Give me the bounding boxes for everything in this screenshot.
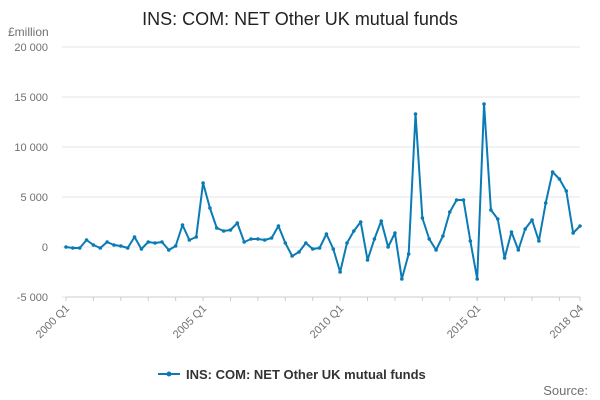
data-point[interactable] (310, 247, 315, 251)
data-point[interactable] (564, 189, 569, 193)
data-point[interactable] (317, 246, 322, 250)
y-axis-ticks: -5 000 0 5 000 10 000 15 000 20 000 (14, 42, 48, 304)
x-tick-label: 2018 Q4 (548, 303, 586, 341)
data-point[interactable] (324, 232, 329, 236)
data-point[interactable] (461, 198, 466, 202)
data-point[interactable] (372, 237, 377, 241)
data-point[interactable] (249, 237, 253, 241)
series-line (65, 103, 581, 280)
data-point[interactable] (153, 241, 157, 245)
data-point[interactable] (489, 208, 493, 212)
data-point[interactable] (187, 238, 192, 242)
data-point[interactable] (427, 237, 432, 241)
data-point[interactable] (71, 246, 75, 250)
data-point[interactable] (557, 177, 562, 181)
x-tick-label: 2015 Q1 (445, 303, 483, 341)
data-point[interactable] (98, 246, 103, 250)
data-point[interactable] (509, 230, 514, 234)
data-point[interactable] (125, 246, 130, 250)
data-point[interactable] (146, 240, 151, 244)
data-point[interactable] (132, 235, 137, 239)
data-point[interactable] (530, 218, 534, 222)
data-point[interactable] (420, 216, 425, 220)
data-point[interactable] (242, 240, 246, 244)
data-point[interactable] (468, 239, 473, 243)
data-point[interactable] (475, 277, 480, 281)
data-point[interactable] (331, 247, 336, 251)
data-point[interactable] (365, 258, 370, 262)
legend-marker (166, 371, 172, 377)
data-point[interactable] (537, 239, 541, 243)
y-tick-label: -5 000 (17, 292, 48, 304)
data-point[interactable] (228, 228, 233, 232)
y-tick-label: 15 000 (14, 92, 48, 104)
data-point[interactable] (523, 227, 527, 231)
gridlines (62, 46, 580, 298)
data-point[interactable] (543, 201, 548, 205)
data-point[interactable] (379, 219, 384, 223)
data-point[interactable] (495, 217, 500, 221)
data-point[interactable] (77, 246, 82, 250)
x-axis: 2000 Q1 2005 Q1 2010 Q1 2015 Q1 2018 Q4 (34, 296, 586, 341)
data-point[interactable] (358, 220, 363, 224)
data-point[interactable] (571, 231, 575, 235)
data-point[interactable] (434, 248, 438, 252)
data-point[interactable] (214, 226, 219, 230)
data-point[interactable] (386, 245, 390, 249)
chart-title: INS: COM: NET Other UK mutual funds (142, 9, 458, 29)
data-point[interactable] (413, 112, 418, 116)
data-point[interactable] (201, 181, 205, 185)
data-point[interactable] (180, 223, 185, 227)
data-point[interactable] (105, 240, 109, 244)
data-point[interactable] (221, 229, 226, 233)
legend[interactable]: INS: COM: NET Other UK mutual funds (158, 367, 426, 382)
legend-label: INS: COM: NET Other UK mutual funds (186, 367, 426, 382)
data-point[interactable] (276, 224, 281, 228)
x-tick-label: 2005 Q1 (171, 303, 209, 341)
y-tick-label: 20 000 (14, 42, 48, 54)
data-point[interactable] (447, 210, 452, 214)
data-point[interactable] (167, 248, 171, 252)
data-point[interactable] (393, 231, 397, 235)
y-tick-label: 10 000 (14, 142, 48, 154)
data-point[interactable] (84, 238, 89, 242)
series-group (64, 102, 582, 281)
x-tick-label: 2010 Q1 (308, 303, 346, 341)
data-point[interactable] (516, 248, 521, 252)
data-point[interactable] (269, 236, 274, 240)
data-point[interactable] (283, 241, 288, 245)
data-point[interactable] (352, 229, 356, 233)
data-point[interactable] (290, 254, 294, 258)
y-tick-label: 5 000 (20, 192, 48, 204)
data-point[interactable] (482, 102, 486, 106)
data-point[interactable] (64, 245, 68, 249)
data-point[interactable] (345, 241, 349, 245)
data-point[interactable] (119, 244, 123, 248)
data-point[interactable] (441, 234, 445, 238)
data-point[interactable] (454, 198, 459, 202)
data-point[interactable] (194, 235, 199, 239)
x-tick-label: 2000 Q1 (34, 303, 72, 341)
data-point[interactable] (406, 252, 411, 256)
data-point[interactable] (256, 237, 260, 241)
y-tick-label: 0 (42, 242, 48, 254)
data-point[interactable] (112, 243, 116, 247)
data-point[interactable] (235, 221, 240, 225)
data-point[interactable] (338, 270, 342, 274)
data-point[interactable] (139, 247, 144, 251)
y-unit-label: £million (8, 25, 49, 39)
data-point[interactable] (550, 170, 555, 174)
data-point[interactable] (208, 206, 212, 210)
data-point[interactable] (173, 244, 178, 248)
data-point[interactable] (297, 250, 301, 254)
data-point[interactable] (262, 238, 267, 242)
data-point[interactable] (304, 241, 308, 245)
data-point[interactable] (400, 277, 404, 281)
data-point[interactable] (578, 224, 582, 228)
data-point[interactable] (91, 243, 96, 247)
data-point[interactable] (502, 256, 507, 260)
data-point[interactable] (160, 240, 164, 244)
source-label: Source: (543, 383, 588, 398)
